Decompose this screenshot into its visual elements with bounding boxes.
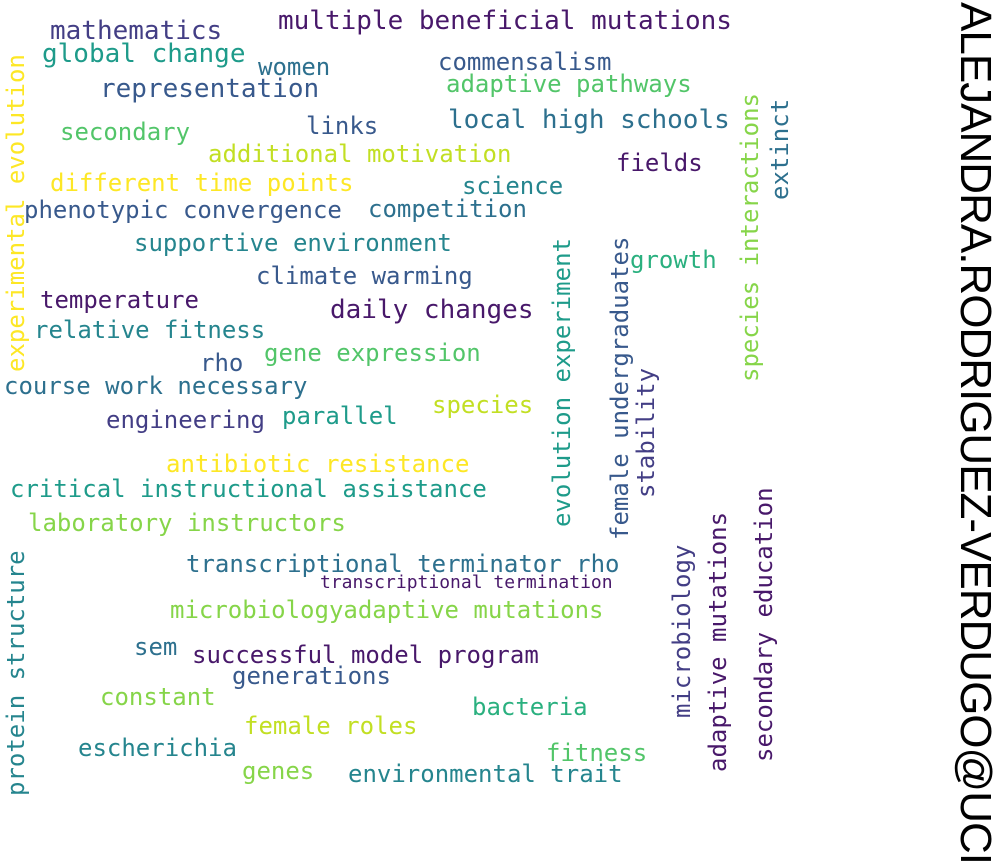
author-email: ALEJANDRA.RODRIGUEZ-VERDUGO@UCI (951, 2, 1000, 864)
word-experimental-evolution: experimental evolution (2, 54, 30, 372)
word-laboratory-instructors: laboratory instructors (28, 509, 346, 537)
word-women: women (258, 53, 331, 81)
word-stability: stability (632, 367, 660, 498)
word-representation: representation (100, 74, 320, 104)
word-course-work-necessary: course work necessary (4, 372, 308, 400)
word-adaptive-mutations: adaptive mutations (704, 511, 732, 772)
word-competition: competition (368, 195, 527, 223)
word-cloud: multiple beneficial mutations mathematic… (2, 6, 794, 796)
word-global-change: global change (42, 39, 246, 69)
word-fitness: fitness (546, 739, 648, 767)
word-temperature: temperature (40, 286, 199, 314)
word-evolution-experiment: evolution experiment (548, 238, 576, 527)
word-generations: generations (232, 662, 391, 690)
word-local-high-schools: local high schools (448, 105, 730, 135)
word-different-time-points: different time points (50, 169, 354, 197)
word-multiple-beneficial-mutations: multiple beneficial mutations (278, 6, 732, 36)
word-growth: growth (630, 246, 717, 274)
word-critical-instructional-assistance: critical instructional assistance (10, 475, 487, 503)
word-relative-fitness: relative fitness (34, 316, 266, 344)
word-extinct: extinct (766, 98, 794, 200)
word-escherichia: escherichia (78, 734, 237, 762)
word-climate-warming: climate warming (256, 262, 473, 290)
word-additional-motivation: additional motivation (208, 140, 512, 168)
word-successful-model-program: successful model program (192, 641, 539, 669)
word-gene-expression: gene expression (264, 339, 481, 367)
word-daily-changes: daily changes (330, 295, 534, 325)
word-species-interactions: species interactions (736, 93, 764, 382)
word-fields: fields (616, 149, 703, 177)
word-genes: genes (242, 757, 315, 785)
word-secondary: secondary (60, 118, 191, 146)
word-antibiotic-resistance: antibiotic resistance (166, 450, 470, 478)
word-phenotypic-convergence: phenotypic convergence (24, 196, 342, 224)
word-secondary-education: secondary education (750, 487, 778, 762)
word-protein-structure: protein structure (2, 550, 30, 796)
word-female-undergraduates: female undergraduates (606, 236, 634, 540)
word-engineering: engineering (106, 406, 265, 434)
word-transcriptional-terminator-rho: transcriptional terminator rho (186, 550, 620, 578)
word-links: links (306, 112, 379, 140)
word-sem: sem (134, 633, 178, 661)
word-female-roles: female roles (244, 712, 418, 740)
word-commensalism: commensalism (438, 48, 612, 76)
word-transcriptional-termination: transcriptional termination (320, 572, 613, 593)
word-supportive-environment: supportive environment (134, 229, 452, 257)
word-constant: constant (100, 683, 216, 711)
word-bacteria: bacteria (472, 693, 588, 721)
word-microbiology-adaptive-mutations: microbiologyadaptive mutations (170, 596, 604, 624)
word-mathematics: mathematics (50, 16, 223, 46)
word-parallel: parallel (282, 402, 398, 430)
word-science: science (462, 172, 564, 200)
word-environmental-trait: environmental trait (348, 760, 623, 788)
word-microbiology: microbiology (668, 544, 696, 718)
word-rho: rho (200, 349, 244, 377)
word-adaptive-pathways: adaptive pathways (446, 70, 692, 98)
word-species: species (432, 391, 534, 419)
